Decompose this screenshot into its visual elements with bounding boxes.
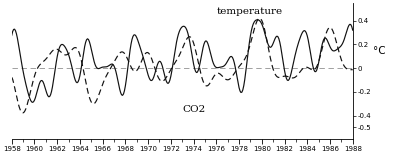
Y-axis label: °C: °C xyxy=(372,46,385,55)
Text: temperature: temperature xyxy=(216,7,282,16)
Text: CO2: CO2 xyxy=(182,105,206,114)
